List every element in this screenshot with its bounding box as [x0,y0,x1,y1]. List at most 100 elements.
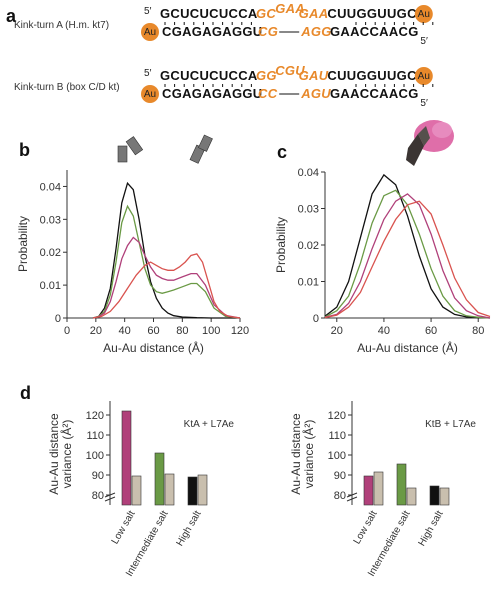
y-tick-label: 0 [55,313,61,325]
y-tick-label: 0.02 [298,240,319,252]
gold-nanoparticle-icon [414,5,433,23]
x-tick-label: 80 [176,325,188,337]
bar [164,473,175,506]
panel-label-b: b [19,140,30,160]
y-tick-label: 0.01 [40,280,61,292]
x-tick-label: 120 [231,325,249,337]
gold-label: Au [418,9,430,20]
category-label: High salt [417,509,446,548]
strand-top-segment: GAA [275,1,305,16]
chart-b: b 0 20 40 60 80 100 120 0 0.01 0.02 0.03 0.04 Au-Au d… [16,134,249,355]
protein-blob [432,122,452,138]
gold-label: Au [144,89,156,100]
strand-bottom-segment: CGAGAGAGGU [162,24,263,39]
rna-blob [418,126,430,146]
series-line [92,181,240,319]
strand-bottom-segment: CC [258,86,278,101]
series-line [324,200,491,319]
cylinder [125,136,144,156]
y-tick-label: 0 [313,313,319,325]
five-prime-label: 5′ [420,36,428,47]
bar [429,485,440,506]
bar [154,452,165,506]
chart-d-kta: d 80 90 100 110 120 Au-Au distance variance (Å²… [20,383,234,579]
x-tick-label: 60 [425,325,437,337]
five-prime-label: 5′ [144,6,152,17]
strand-bottom-segment: GAACCAACG [330,86,419,101]
chart-c: c 20 40 60 80 0 0.01 0.02 0.03 0.04 Au-Au distance… [274,120,491,355]
x-axis-label: Au-Au distance (Å) [103,340,204,355]
y-tick-label: 0.01 [298,277,319,289]
bar [197,474,208,506]
x-tick-label: 80 [472,325,484,337]
series-line [324,193,491,319]
strand-top-segment: CUUGGUUGC [327,6,417,21]
y-tick-label: 110 [328,430,346,442]
y-axis-label: Au-Au distance [289,413,303,495]
y-tick-label: 0.03 [298,204,319,216]
category-label: High salt [175,509,204,548]
strand-bottom-segment: AGG [300,24,332,39]
y-axis-label: Au-Au distance [47,413,61,495]
chart-d-ktb: 80 90 100 110 120 Au-Au distance variance (Å²)… [289,401,476,579]
y-axis-label: variance (Å²) [59,420,74,489]
kink-turn-name: Kink-turn A (H.m. kt7) [14,20,109,31]
strand-top-segment: GCUCUCUCCA [160,6,258,21]
y-tick-label: 0.04 [40,181,61,193]
y-tick-label: 0.04 [298,167,319,179]
straight-duplex-icon [189,134,213,164]
x-tick-label: 60 [147,325,159,337]
y-tick-label: 90 [334,470,346,482]
panel-label-c: c [277,142,287,162]
bar [396,463,407,506]
bar [363,475,374,506]
strand-top-segment: CUUGGUUGC [327,68,417,83]
panel-label-d1: d [20,383,31,403]
x-tick-label: 100 [202,325,220,337]
strand-top-segment: GC [256,6,276,21]
gold-nanoparticle-icon [414,67,433,85]
series-line [324,173,491,319]
gold-label: Au [418,71,430,82]
y-tick-label: 80 [92,490,104,502]
gold-label: Au [144,27,156,38]
cylinder [198,134,213,152]
gold-nanoparticle-icon [141,23,159,41]
bar [373,471,384,506]
strand-bottom-segment: GAACCAACG [330,24,419,39]
y-tick-label: 100 [86,450,104,462]
y-axis-label: Probability [274,217,288,273]
kinked-duplex-icon [117,136,144,163]
strand-top-segment: GG [256,68,277,83]
strand-bottom-segment: CG [258,24,278,39]
x-tick-label: 20 [90,325,102,337]
y-tick-label: 110 [86,430,104,442]
strand-top-segment: CGU [275,63,305,78]
strand-top-segment: GAA [299,6,329,21]
series-line [92,253,241,319]
bar [121,410,132,506]
chart-title: KtB + L7Ae [425,419,476,430]
y-axis-label: variance (Å²) [301,420,316,489]
x-tick-label: 40 [378,325,390,337]
x-axis-label: Au-Au distance (Å) [357,340,458,355]
y-tick-label: 90 [92,470,104,482]
category-label: Low salt [352,509,380,546]
cylinder [117,145,128,163]
kink-turn-name: Kink-turn B (box C/D kt) [14,82,120,93]
strand-top-segment: GCUCUCUCCA [160,68,258,83]
bar [406,487,417,506]
x-tick-label: 20 [331,325,343,337]
y-tick-label: 80 [334,490,346,502]
y-tick-label: 120 [328,410,346,422]
series-line [92,236,241,319]
five-prime-label: 5′ [420,98,428,109]
x-tick-label: 0 [64,325,70,337]
panel-label-a: a [6,6,17,26]
bar [439,487,450,506]
chart-title: KtA + L7Ae [184,419,235,430]
